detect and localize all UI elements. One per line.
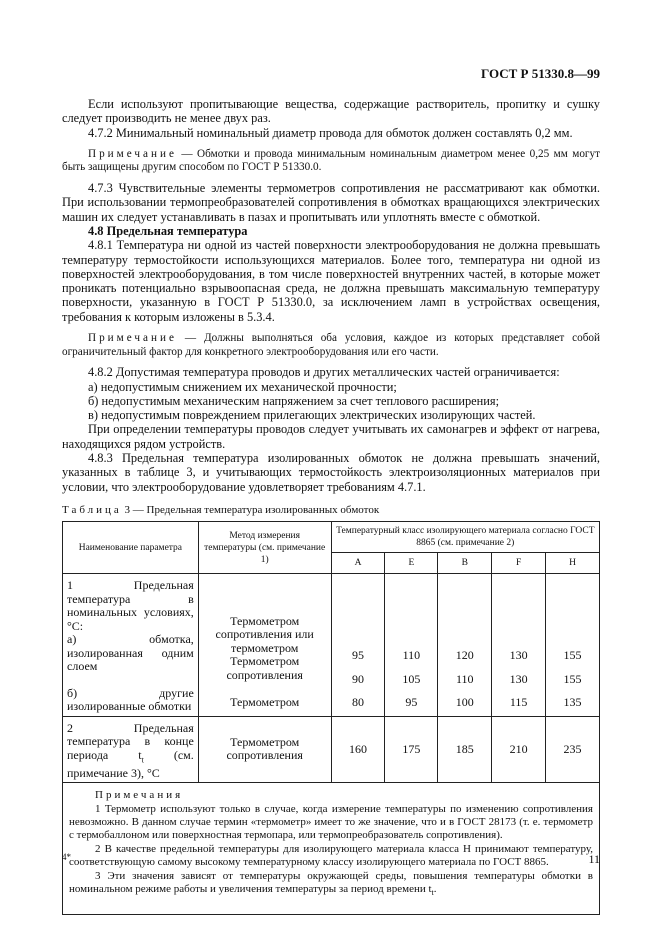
note-text: — Обмотки и провода минимальным номиналь… [62,147,600,174]
value-cell: 175 [384,715,439,784]
paragraph: При определении температуры проводов сле… [62,422,600,451]
values-a: 95 90 80 [330,573,386,717]
paragraph-4-7-3: 4.7.3 Чувствительные элементы термометро… [62,181,600,224]
note-3: 3 Эти значения зависят от температуры ок… [69,869,593,898]
class-h: H [545,552,600,575]
table-row: 2 Предельная температура в конце периода… [62,715,600,784]
note: Примечание — Должны выполняться оба усло… [62,332,600,359]
table-caption-label: Таблица [62,503,122,516]
note-1: 1 Термометр используют только в случае, … [69,802,593,842]
page-number: 11 [588,852,600,866]
header-method: Метод измерения температуры (см. примеча… [197,521,332,575]
note: Примечание — Обмотки и провода минимальн… [62,148,600,175]
section-heading: 4.8 Предельная температура [88,223,248,238]
paragraph: Если используют пропитывающие вещества, … [62,97,600,126]
table-header-row: Наименование параметра Метод измерения т… [62,521,601,575]
temperature-table: Наименование параметра Метод измерения т… [62,521,601,915]
paragraph-4-8-2: 4.8.2 Допустимая температура проводов и … [88,365,560,380]
values-e: 110 105 95 [384,573,439,717]
header-class: Температурный класс изолирующего материа… [330,521,601,554]
method-cell: Термометром сопротивления или термометро… [197,573,332,717]
method: Термометром сопротивления или термометро… [215,613,314,655]
table-class-row: A E B F H [63,552,600,575]
value-cell: 185 [437,715,493,784]
document-body: Если используют пропитывающие вещества, … [62,97,601,915]
note-label: Примечание [88,332,177,345]
class-e: E [384,552,439,575]
table-caption: Таблица 3 — Предельная температура изоли… [62,503,600,517]
document-id: ГОСТ Р 51330.8—99 [481,66,600,81]
param-cell: 1 Предельная температура в номинальных у… [62,573,199,717]
class-a: A [330,552,386,575]
paragraph-4-8-1: 4.8.1 Температура ни одной из частей пов… [62,238,600,324]
param-a: а) обмотка, изолированная одним слоем [67,632,194,674]
values-h: 155 155 135 [545,573,600,717]
table-row: 1 Предельная температура в номинальных у… [62,573,600,717]
value-cell: 160 [330,715,386,784]
list-item: а) недопустимым снижением их механическо… [88,379,397,394]
list-item: б) недопустимым механическим напряжением… [88,393,500,408]
method: Термометром [230,695,300,710]
table-notes-row: Примечания 1 Термометр используют только… [62,782,600,915]
paragraph-4-8-3: 4.8.3 Предельная температура изолированн… [62,451,600,494]
value-cell: 235 [545,715,600,784]
class-b: B [437,552,493,575]
values-b: 120 110 100 [437,573,493,717]
note-2: 2 В качестве предельной температуры для … [69,842,593,869]
header-param: Наименование параметра [62,521,199,575]
value-cell: 210 [491,715,547,784]
table-caption-text: 3 — Предельная температура изолированных… [121,503,380,516]
footer-mark: 4* [62,852,71,862]
notes-title: Примечания [95,789,184,802]
method-cell: Термометром сопротивления [197,715,332,784]
list-item: в) недопустимым повреждением прилегающих… [88,408,536,423]
param-cell: 2 Предельная температура в конце периода… [62,715,199,784]
param-title: 1 Предельная температура в номинальных у… [67,578,194,633]
method: Термометром сопротивления [226,654,303,682]
note-text: — Должны выполняться оба условия, каждое… [62,332,600,358]
class-f: F [491,552,547,575]
table-notes: Примечания 1 Термометр используют только… [62,782,600,915]
values-f: 130 130 115 [491,573,547,717]
note-label: Примечание [88,147,177,160]
paragraph-4-7-2: 4.7.2 Минимальный номинальный диаметр пр… [88,125,573,140]
param-b: б) другие изолированные обмотки [67,685,194,714]
